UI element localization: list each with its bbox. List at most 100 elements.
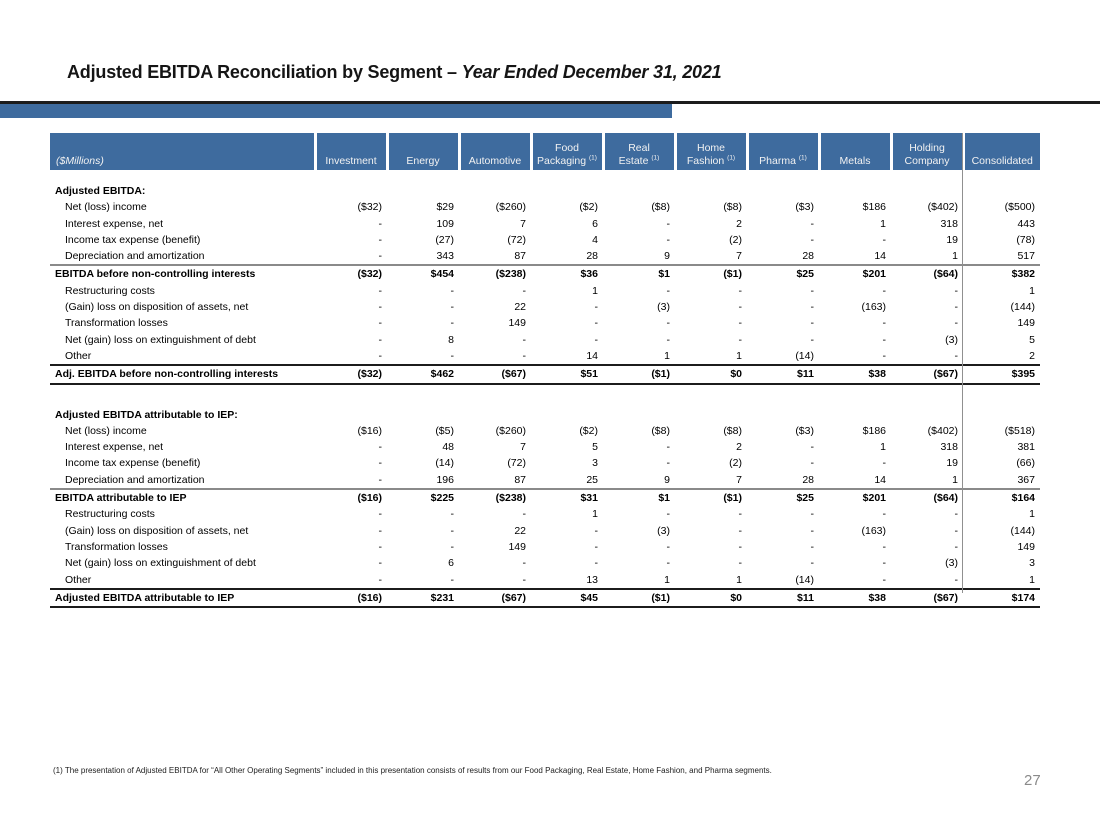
cell-value: ($2)	[579, 201, 598, 214]
cell-value: 22	[514, 524, 526, 537]
cell-value: ($16)	[315, 587, 387, 609]
cell-value: -	[378, 524, 383, 537]
cell-value: -	[594, 557, 599, 570]
cell-value: 22	[514, 301, 526, 314]
cell-value: -	[450, 524, 455, 537]
cell-value: ($32)	[357, 201, 382, 214]
cell-value: -	[882, 457, 887, 470]
cell-value	[747, 183, 819, 199]
cell-value: -	[882, 349, 887, 362]
row-label: Adj. EBITDA before non-controlling inter…	[50, 364, 315, 385]
ebitda-table-wrapper: ($Millions) Investment Energy Automotive Fo…	[50, 133, 1040, 609]
cell-value: 28	[802, 473, 814, 486]
cell-value: -	[810, 457, 815, 470]
table-row: Income tax expense (benefit) - (14) (72) 3 - (…	[50, 455, 1040, 471]
cell-value: $382	[963, 264, 1040, 283]
row-label: (Gain) loss on disposition of assets, ne…	[65, 301, 249, 314]
cell-value	[675, 407, 747, 423]
cell-value: -	[738, 284, 743, 297]
cell-value: 1	[736, 349, 742, 362]
cell-value: ($16)	[357, 424, 382, 437]
cell-value: -	[378, 573, 383, 586]
column-header: Investment	[313, 133, 387, 170]
cell-value: 1	[592, 284, 598, 297]
column-header: Energy	[385, 133, 459, 170]
cell-value: ($260)	[495, 424, 526, 437]
cell-value: $0	[675, 587, 747, 609]
cell-value: 2	[1029, 349, 1035, 362]
accent-bar	[0, 104, 672, 118]
row-label: Interest expense, net	[65, 217, 164, 230]
cell-value: 109	[436, 217, 454, 230]
cell-value: 1	[880, 217, 886, 230]
cell-value: $454	[387, 264, 459, 283]
cell-value: 5	[592, 441, 598, 454]
column-header: Pharma (1)	[745, 133, 819, 170]
cell-value: ($32)	[315, 264, 387, 283]
cell-value: -	[954, 524, 959, 537]
cell-value: 1	[1029, 284, 1035, 297]
cell-value: 2	[736, 217, 742, 230]
cell-value: ($1)	[675, 488, 747, 507]
footnote-marker: (1)	[727, 154, 736, 161]
cell-value: $201	[819, 488, 891, 507]
row-label: Net (gain) loss on extinguishment of deb…	[65, 557, 256, 570]
table-row: Restructuring costs - - - 1 - - - - - 1	[50, 506, 1040, 522]
cell-value: -	[594, 301, 599, 314]
cell-value: -	[738, 508, 743, 521]
cell-value: 149	[508, 540, 526, 553]
row-label: Income tax expense (benefit)	[65, 233, 201, 246]
cell-value: 5	[1029, 333, 1035, 346]
cell-value: -	[378, 457, 383, 470]
cell-value: ($67)	[891, 364, 963, 385]
cell-value: 318	[940, 217, 958, 230]
cell-value: -	[954, 284, 959, 297]
column-header: Metals	[817, 133, 891, 170]
cell-value: 14	[874, 250, 886, 263]
row-label: Other	[65, 573, 92, 586]
table-row: Transformation losses - - 149 - - - - - - 149	[50, 539, 1040, 555]
row-label: Income tax expense (benefit)	[65, 457, 201, 470]
cell-value: 3	[1029, 557, 1035, 570]
cell-value: -	[666, 317, 671, 330]
cell-value: -	[378, 473, 383, 486]
cell-value: -	[378, 349, 383, 362]
cell-value: (72)	[507, 233, 526, 246]
cell-value: ($8)	[723, 424, 742, 437]
cell-value: -	[738, 333, 743, 346]
cell-value: -	[810, 317, 815, 330]
cell-value: -	[882, 540, 887, 553]
cell-value: -	[666, 441, 671, 454]
cell-value: -	[882, 573, 887, 586]
cell-value: 3	[592, 457, 598, 470]
table-row: Depreciation and amortization - 343 87 28 9 7 2…	[50, 248, 1040, 265]
cell-value: 13	[586, 573, 598, 586]
cell-value: $462	[387, 364, 459, 385]
table-row: Other - - - 14 1 1 (14) - - 2	[50, 348, 1040, 365]
cell-value	[819, 183, 891, 199]
cell-value: -	[954, 508, 959, 521]
cell-value: 19	[946, 457, 958, 470]
row-label: EBITDA before non-controlling interests	[50, 264, 315, 283]
cell-value: (144)	[1010, 524, 1035, 537]
cell-value: -	[378, 557, 383, 570]
cell-value: ($518)	[1004, 424, 1035, 437]
cell-value: -	[810, 540, 815, 553]
ebitda-table: ($Millions) Investment Energy Automotive Fo…	[50, 133, 1040, 609]
cell-value: -	[522, 557, 527, 570]
cell-value	[603, 183, 675, 199]
cell-value: -	[810, 217, 815, 230]
cell-value: ($402)	[927, 424, 958, 437]
cell-value	[675, 183, 747, 199]
row-label: Other	[65, 349, 92, 362]
row-label: Net (loss) income	[65, 201, 147, 214]
spacer-row	[50, 384, 1040, 407]
cell-value: ($64)	[891, 488, 963, 507]
cell-value: (2)	[729, 233, 742, 246]
cell-value: 1	[952, 250, 958, 263]
row-label: Adjusted EBITDA attributable to IEP	[50, 587, 315, 609]
cell-value	[459, 407, 531, 423]
table-row: Depreciation and amortization - 196 87 25 9 7 2…	[50, 472, 1040, 489]
row-label: Transformation losses	[65, 317, 168, 330]
